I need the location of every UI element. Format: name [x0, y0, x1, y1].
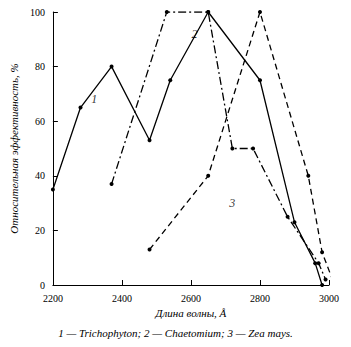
- svg-text:20: 20: [35, 225, 45, 236]
- svg-text:40: 40: [35, 170, 45, 181]
- svg-text:80: 80: [35, 61, 45, 72]
- svg-text:2: 2: [191, 26, 198, 41]
- svg-text:2400: 2400: [112, 293, 132, 304]
- svg-text:2800: 2800: [250, 293, 270, 304]
- svg-text:2200: 2200: [43, 293, 63, 304]
- svg-text:1: 1: [91, 92, 97, 106]
- svg-text:100: 100: [30, 7, 45, 18]
- svg-text:60: 60: [35, 116, 45, 127]
- svg-text:2600: 2600: [181, 293, 201, 304]
- svg-text:Относительная эффективность, %: Относительная эффективность, %: [8, 63, 20, 233]
- svg-text:1 — Trichophyton; 2 — Chaetomi: 1 — Trichophyton; 2 — Chaetomium; 3 — Ze…: [58, 327, 293, 339]
- svg-text:Длина волны, Å: Длина волны, Å: [155, 307, 227, 319]
- svg-text:3000: 3000: [319, 293, 339, 304]
- svg-text:3: 3: [228, 196, 235, 210]
- svg-text:0: 0: [40, 280, 45, 291]
